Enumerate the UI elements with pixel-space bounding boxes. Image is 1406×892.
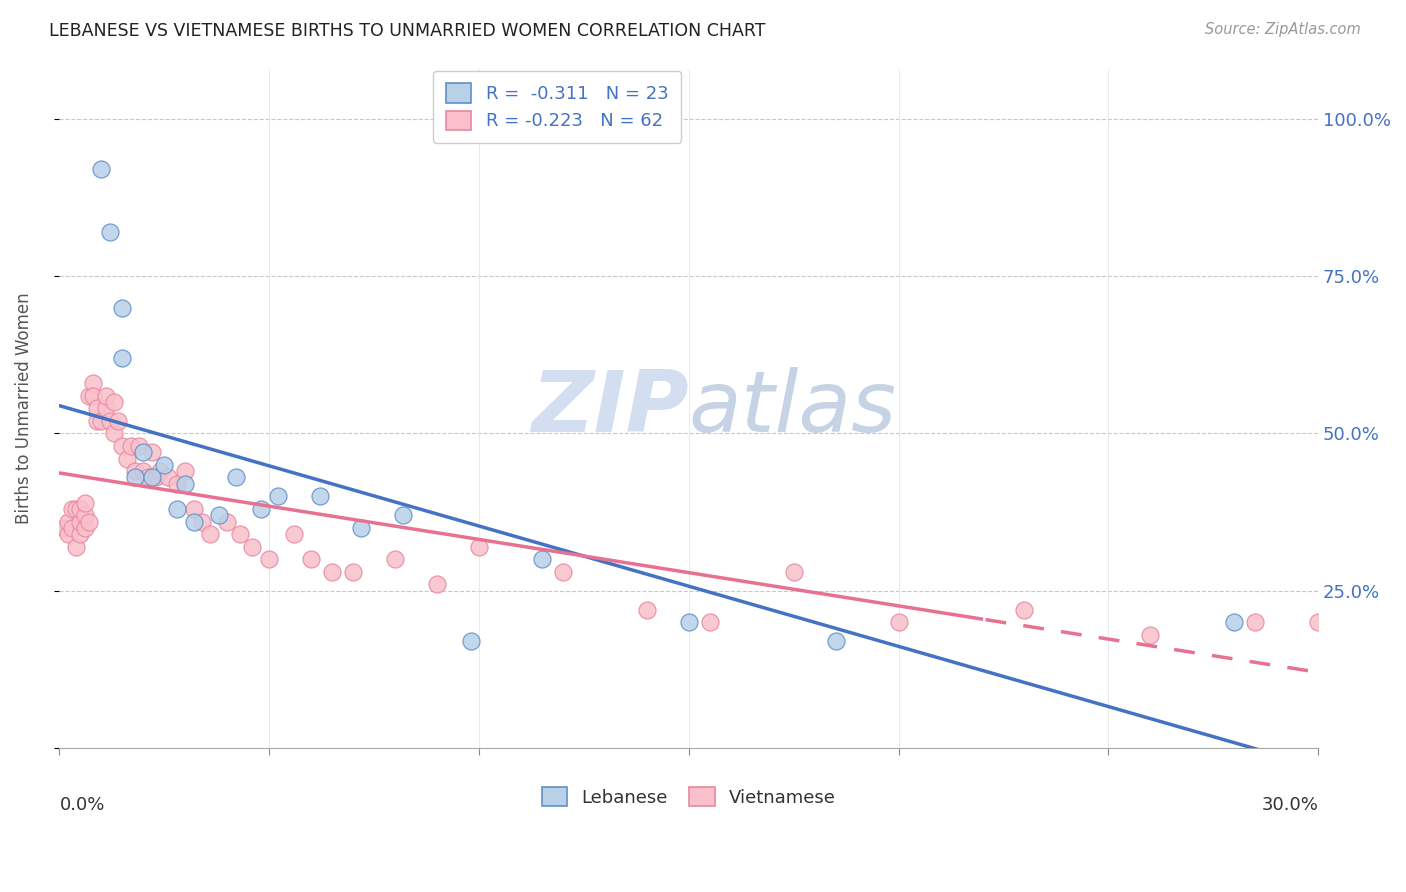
Point: [460, 634, 482, 648]
Point: [77, 389, 100, 403]
Point: [98, 414, 121, 428]
Point: [699, 615, 721, 630]
Point: [174, 476, 197, 491]
Point: [166, 502, 188, 516]
Point: [350, 521, 373, 535]
Point: [132, 464, 155, 478]
Point: [90, 414, 112, 428]
Point: [86, 414, 108, 428]
Point: [69, 515, 91, 529]
Point: [145, 470, 167, 484]
Point: [90, 162, 112, 177]
Text: 0.0%: 0.0%: [59, 796, 105, 814]
Point: [65, 540, 87, 554]
Point: [308, 489, 330, 503]
Point: [1223, 615, 1246, 630]
Point: [257, 552, 280, 566]
Point: [124, 470, 146, 484]
Point: [103, 426, 125, 441]
Point: [217, 515, 239, 529]
Point: [149, 464, 172, 478]
Point: [153, 458, 176, 472]
Point: [174, 464, 197, 478]
Point: [242, 540, 264, 554]
Point: [82, 376, 104, 390]
Point: [208, 508, 231, 523]
Text: Source: ZipAtlas.com: Source: ZipAtlas.com: [1205, 22, 1361, 37]
Point: [73, 496, 96, 510]
Point: [392, 508, 415, 523]
Point: [283, 527, 305, 541]
Legend: Lebanese, Vietnamese: Lebanese, Vietnamese: [534, 780, 844, 814]
Point: [468, 540, 491, 554]
Point: [111, 439, 134, 453]
Point: [200, 527, 222, 541]
Point: [551, 565, 574, 579]
Text: atlas: atlas: [689, 367, 897, 450]
Point: [120, 439, 142, 453]
Point: [191, 515, 214, 529]
Point: [94, 389, 117, 403]
Point: [124, 464, 146, 478]
Point: [266, 489, 288, 503]
Point: [157, 470, 180, 484]
Point: [132, 445, 155, 459]
Y-axis label: Births to Unmarried Women: Births to Unmarried Women: [15, 293, 32, 524]
Point: [111, 301, 134, 315]
Point: [166, 476, 188, 491]
Point: [141, 445, 163, 459]
Point: [56, 515, 79, 529]
Point: [77, 515, 100, 529]
Point: [782, 565, 804, 579]
Point: [73, 508, 96, 523]
Point: [636, 602, 658, 616]
Point: [299, 552, 322, 566]
Text: LEBANESE VS VIETNAMESE BIRTHS TO UNMARRIED WOMEN CORRELATION CHART: LEBANESE VS VIETNAMESE BIRTHS TO UNMARRI…: [49, 22, 766, 40]
Point: [94, 401, 117, 416]
Point: [82, 389, 104, 403]
Point: [69, 527, 91, 541]
Point: [183, 502, 205, 516]
Point: [225, 470, 247, 484]
Point: [86, 401, 108, 416]
Point: [426, 577, 449, 591]
Point: [183, 515, 205, 529]
Point: [249, 502, 271, 516]
Point: [1244, 615, 1267, 630]
Point: [56, 527, 79, 541]
Point: [136, 470, 159, 484]
Point: [128, 439, 150, 453]
Text: ZIP: ZIP: [531, 367, 689, 450]
Point: [98, 225, 121, 239]
Point: [115, 451, 138, 466]
Point: [141, 470, 163, 484]
Point: [52, 521, 75, 535]
Point: [321, 565, 343, 579]
Point: [111, 351, 134, 365]
Point: [384, 552, 406, 566]
Point: [342, 565, 364, 579]
Point: [69, 502, 91, 516]
Point: [1308, 615, 1330, 630]
Point: [107, 414, 129, 428]
Point: [530, 552, 553, 566]
Point: [824, 634, 846, 648]
Point: [65, 502, 87, 516]
Point: [1139, 628, 1161, 642]
Point: [60, 502, 83, 516]
Point: [103, 395, 125, 409]
Point: [60, 521, 83, 535]
Point: [229, 527, 252, 541]
Text: 30.0%: 30.0%: [1261, 796, 1319, 814]
Point: [887, 615, 910, 630]
Point: [73, 521, 96, 535]
Point: [1014, 602, 1036, 616]
Point: [678, 615, 700, 630]
